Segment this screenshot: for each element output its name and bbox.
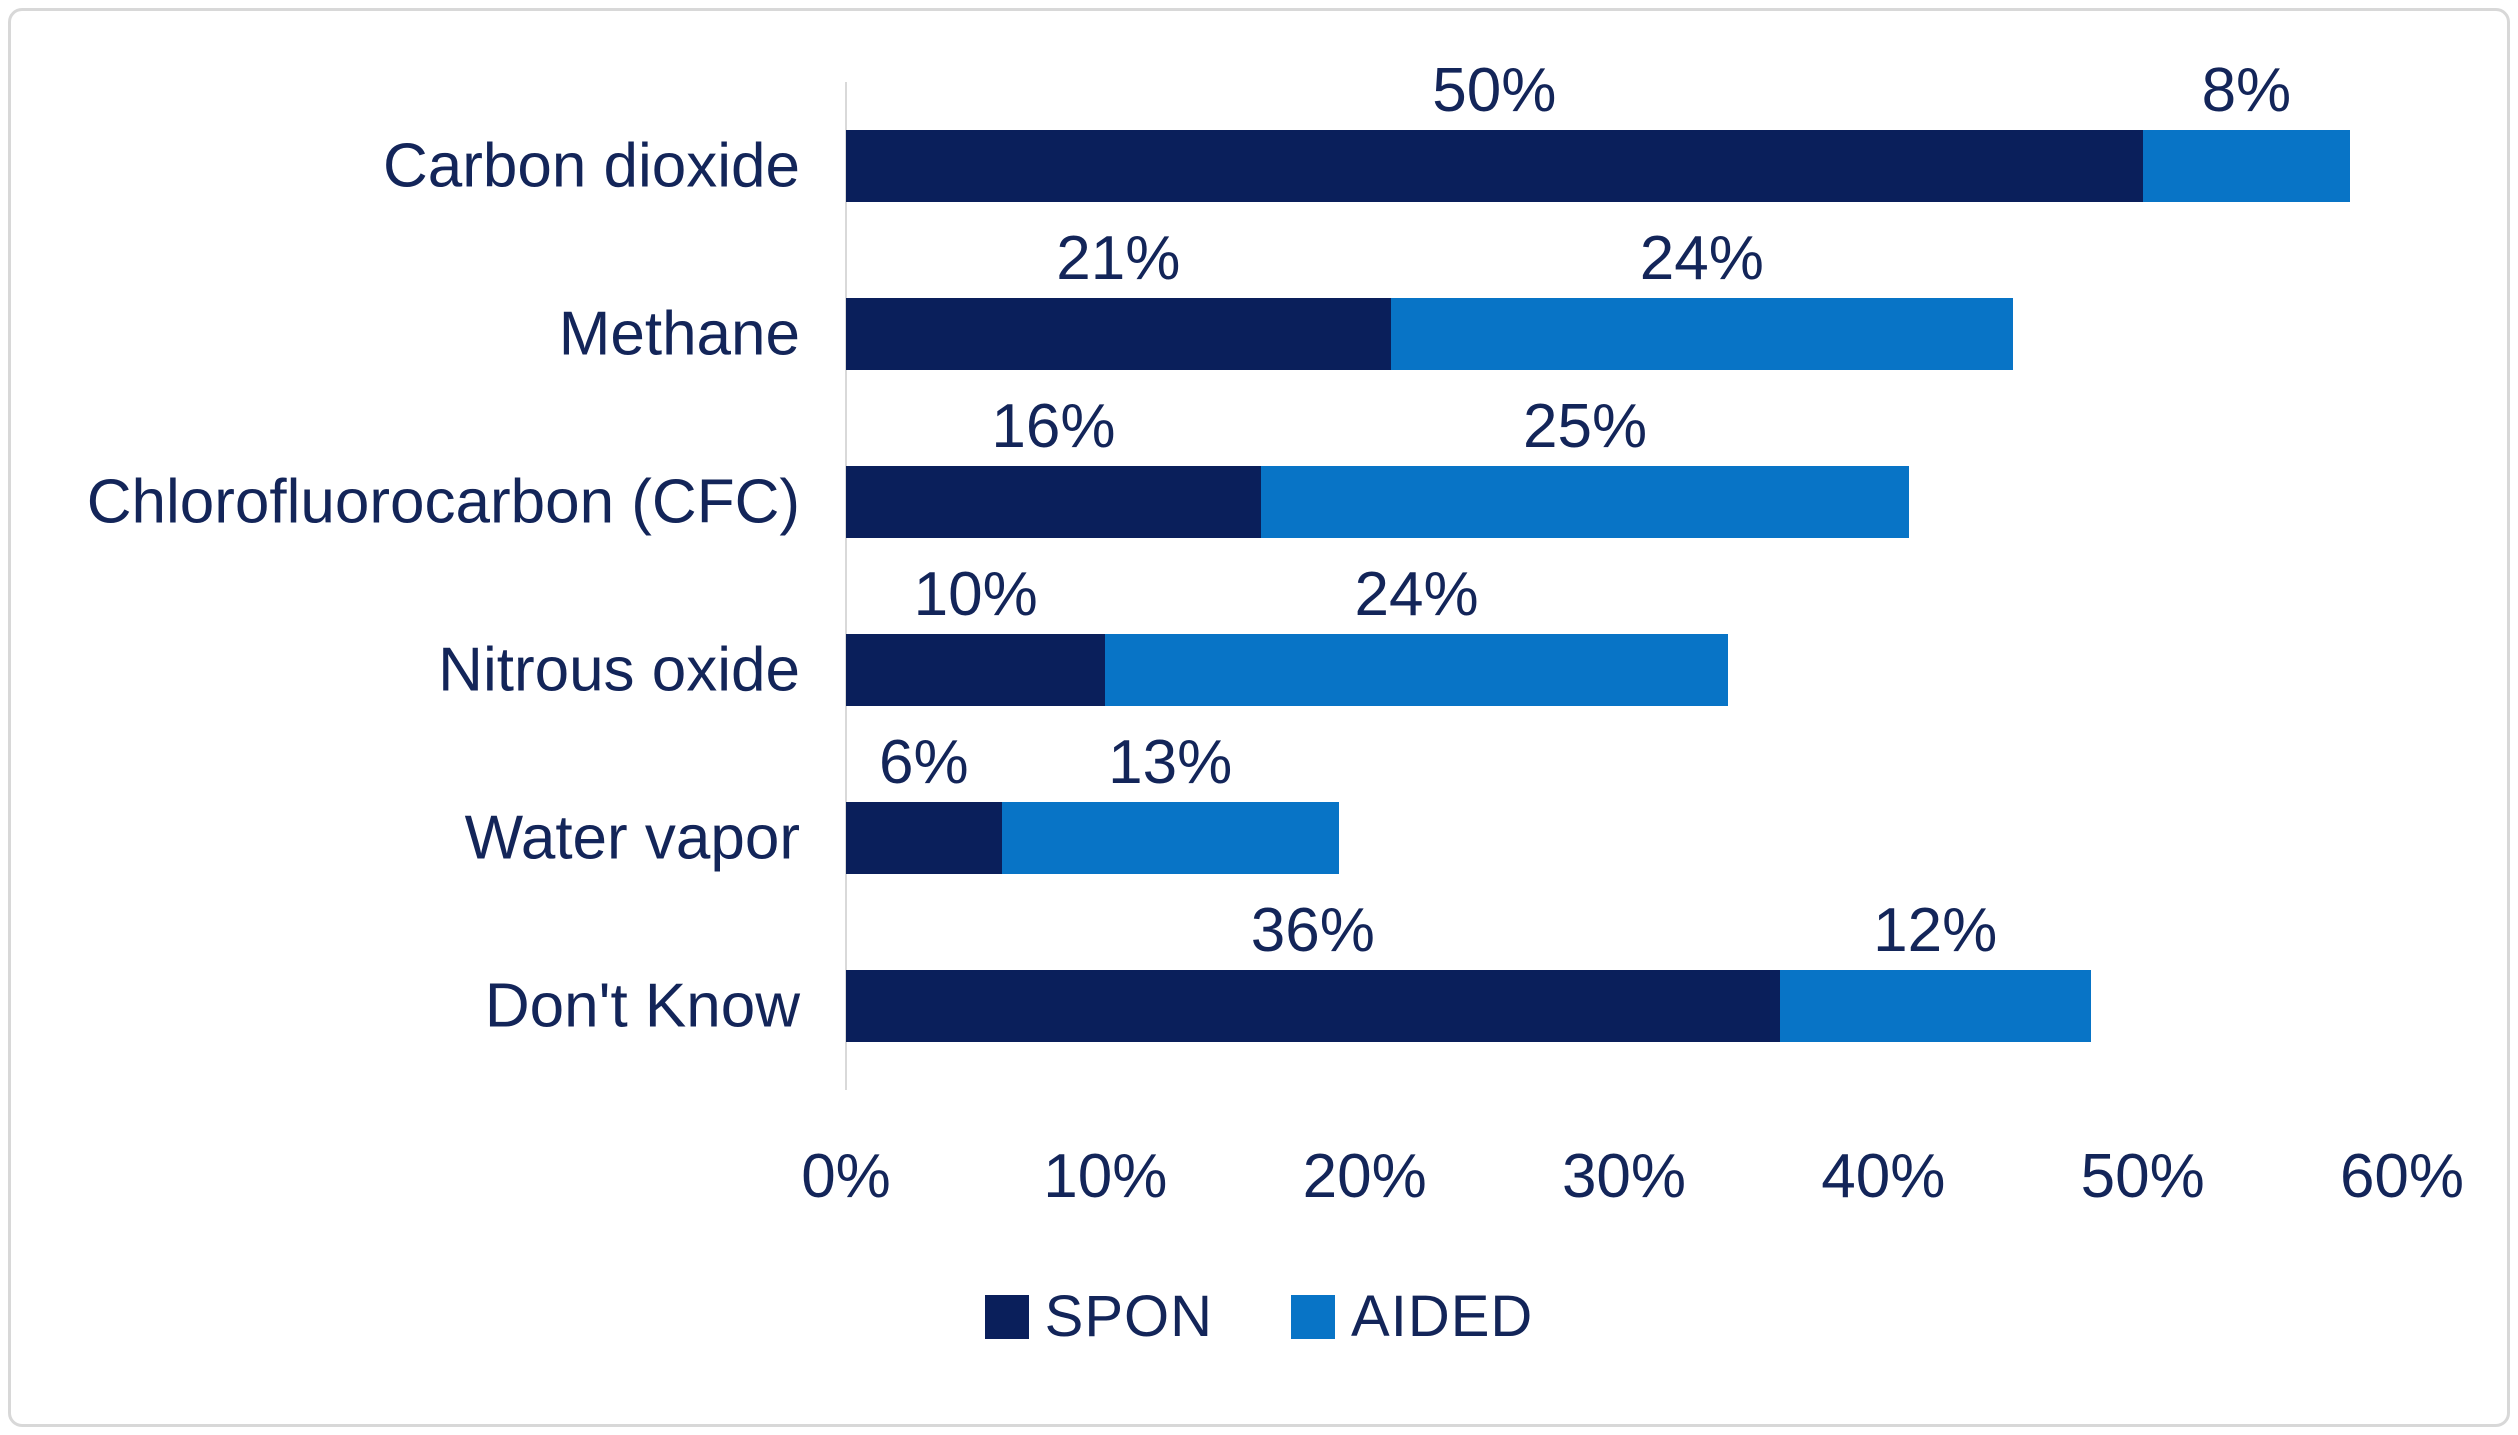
chart-row: Don't Know 36% 12% [0,900,2518,1090]
stacked-bar [846,970,2091,1042]
bar-segment-aided [1001,802,1339,874]
chart-row: Carbon dioxide 50% 8% [0,60,2518,250]
stacked-bar [846,298,2013,370]
stacked-bar [846,130,2351,202]
chart-row: Methane 21% 24% [0,228,2518,418]
category-label: Methane [558,299,800,369]
legend-label-aided: AIDED [1351,1284,1534,1349]
data-label-aided: 24% [1354,560,1479,629]
chart-row: Nitrous oxide 10% 24% [0,564,2518,754]
chart-row: Water vapor 6% 13% [0,732,2518,922]
data-label-aided: 24% [1639,224,1764,293]
x-tick-label: 10% [1043,1142,1168,1211]
x-tick-label: 0% [801,1142,891,1211]
x-axis: 0% 10% 20% 30% 40% 50% 60% [0,1146,2518,1216]
bar-rows: Carbon dioxide 50% 8% Methane 21% 24% Chlorofl… [0,60,2518,1090]
x-tick-label: 40% [1821,1142,1946,1211]
stacked-bar [846,802,1339,874]
x-tick-label: 30% [1561,1142,1687,1211]
data-label-aided: 8% [2201,56,2292,125]
bar-segment-aided [1105,634,1728,706]
data-label-spon: 50% [1432,56,1557,125]
data-label-spon: 21% [1056,224,1181,293]
data-label-spon: 6% [878,728,969,797]
x-tick-label: 60% [2339,1142,2465,1211]
data-label-aided: 12% [1873,896,1998,965]
category-label: Carbon dioxide [382,131,800,201]
data-label-aided: 25% [1523,392,1648,461]
category-label: Don't Know [484,971,800,1041]
legend-item-aided: AIDED [1291,1288,1533,1346]
legend-swatch-spon [984,1295,1029,1339]
legend: SPON AIDED [0,1288,2518,1346]
data-label-spon: 36% [1250,896,1375,965]
legend-label-spon: SPON [1044,1284,1214,1349]
bar-segment-spon [846,466,1261,538]
bar-segment-aided [2142,130,2351,202]
chart-row: Chlorofluorocarbon (CFC) 16% 25% [0,396,2518,586]
bar-segment-spon [846,298,1391,370]
y-axis-line [845,82,847,1090]
category-label: Water vapor [464,803,800,873]
stacked-bar [846,466,1910,538]
bar-segment-aided [1390,298,2013,370]
data-label-spon: 10% [913,560,1038,629]
category-label: Nitrous oxide [438,635,800,705]
bar-segment-spon [846,802,1002,874]
x-tick-label: 20% [1302,1142,1427,1211]
bar-segment-spon [846,634,1106,706]
legend-item-spon: SPON [984,1284,1214,1349]
bar-segment-aided [1260,466,1910,538]
data-label-aided: 13% [1108,728,1233,797]
x-tick-label: 50% [2080,1142,2205,1211]
bar-segment-spon [846,130,2143,202]
bar-segment-aided [1779,970,2091,1042]
bar-segment-spon [846,970,1780,1042]
stacked-bar [846,634,1728,706]
data-label-spon: 16% [991,392,1116,461]
category-label: Chlorofluorocarbon (CFC) [86,467,800,537]
legend-swatch-aided [1291,1295,1336,1339]
